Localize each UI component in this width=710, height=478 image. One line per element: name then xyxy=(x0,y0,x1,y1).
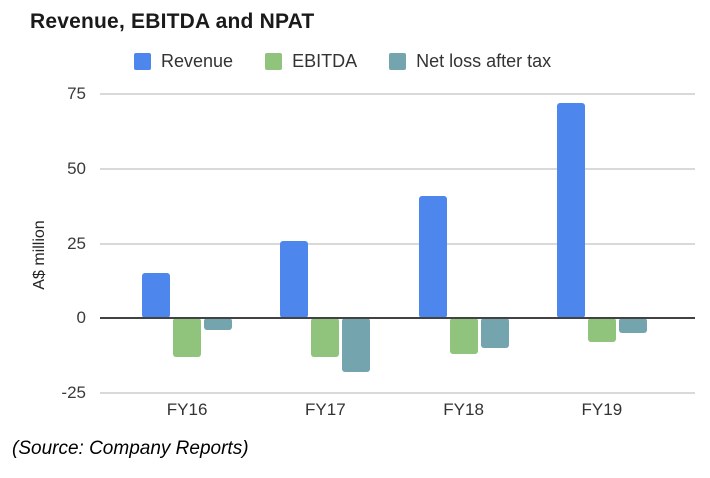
legend-item-revenue[interactable]: Revenue xyxy=(134,51,233,72)
bar-ebitda-fy18[interactable] xyxy=(449,318,478,355)
x-axis-label-fy19: FY19 xyxy=(581,400,623,419)
bar-revenue-fy19[interactable] xyxy=(556,102,585,319)
y-tick-label--25: -25 xyxy=(61,383,86,402)
bar-ebitda-fy17[interactable] xyxy=(311,318,340,358)
bar-ebitda-fy16[interactable] xyxy=(173,318,202,358)
source-note: (Source: Company Reports) xyxy=(12,438,249,459)
gridline--25 xyxy=(100,392,695,394)
y-tick-label-50: 50 xyxy=(67,158,86,178)
legend-item-ebitda[interactable]: EBITDA xyxy=(265,51,357,72)
chart-title: Revenue, EBITDA and NPAT xyxy=(30,10,315,33)
x-axis-label-fy18: FY18 xyxy=(443,400,484,419)
bar-revenue-fy16[interactable] xyxy=(142,273,171,319)
y-tick-label-25: 25 xyxy=(67,233,86,253)
legend-label-ebitda: EBITDA xyxy=(292,51,358,71)
bar-revenue-fy18[interactable] xyxy=(418,195,447,319)
gridline-75 xyxy=(100,93,695,95)
ebitda-swatch-icon xyxy=(265,53,283,70)
zero-axis-line xyxy=(100,317,695,320)
legend-label-net-loss: Net loss after tax xyxy=(416,51,552,71)
bar-net-loss-after-tax-fy16[interactable] xyxy=(204,318,233,331)
bar-ebitda-fy19[interactable] xyxy=(587,318,616,343)
y-tick-label-75: 75 xyxy=(67,84,86,103)
legend-item-net-loss[interactable]: Net loss after tax xyxy=(389,51,551,72)
y-tick-label-0: 0 xyxy=(76,308,86,328)
gridline-50 xyxy=(100,167,695,170)
x-axis-label-fy17: FY17 xyxy=(305,400,346,419)
legend: Revenue EBITDA Net loss after tax xyxy=(134,51,551,72)
gridline-25 xyxy=(100,242,695,245)
x-axis-label-fy16: FY16 xyxy=(166,400,208,419)
bar-net-loss-after-tax-fy18[interactable] xyxy=(480,318,509,349)
bar-revenue-fy17[interactable] xyxy=(280,240,309,319)
legend-label-revenue: Revenue xyxy=(161,51,234,71)
bar-net-loss-after-tax-fy19[interactable] xyxy=(618,318,647,334)
revenue-swatch-icon xyxy=(134,53,151,70)
net-loss-swatch-icon xyxy=(389,53,407,70)
bar-net-loss-after-tax-fy17[interactable] xyxy=(342,318,371,373)
